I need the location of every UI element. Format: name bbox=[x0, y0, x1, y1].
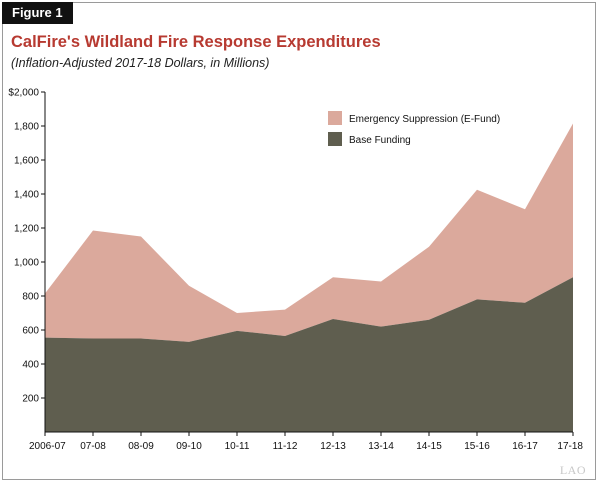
x-tick-label: 13-14 bbox=[368, 441, 394, 452]
y-tick-label: 1,800 bbox=[14, 122, 39, 133]
series-area-base-funding bbox=[45, 277, 573, 432]
legend-label-base-funding: Base Funding bbox=[349, 135, 411, 146]
figure-frame bbox=[2, 2, 596, 480]
x-tick-label: 07-08 bbox=[80, 441, 106, 452]
legend: Emergency Suppression (E-Fund) Base Fundi… bbox=[328, 111, 500, 146]
legend-label-emergency-suppression: Emergency Suppression (E-Fund) bbox=[349, 114, 500, 125]
x-tick-label: 11-12 bbox=[273, 441, 298, 452]
y-tick-label: 400 bbox=[22, 360, 39, 371]
y-tick-label: $2,000 bbox=[8, 88, 39, 99]
x-tick-label: 2006-07 bbox=[29, 441, 66, 452]
legend-swatch-base-funding bbox=[328, 132, 342, 146]
x-tick-label: 12-13 bbox=[320, 441, 346, 452]
figure-label: Figure 1 bbox=[2, 2, 73, 24]
y-tick-label: 1,400 bbox=[14, 190, 39, 201]
chart-subtitle: (Inflation-Adjusted 2017-18 Dollars, in … bbox=[11, 56, 270, 70]
y-tick-label: 1,200 bbox=[14, 224, 39, 235]
y-tick-label: 200 bbox=[22, 394, 39, 405]
lao-watermark: LAO bbox=[559, 463, 586, 477]
x-tick-label: 15-16 bbox=[464, 441, 490, 452]
x-tick-label: 17-18 bbox=[557, 441, 583, 452]
y-tick-label: 600 bbox=[22, 326, 39, 337]
y-tick-label: 1,600 bbox=[14, 156, 39, 167]
y-tick-label: 1,000 bbox=[14, 258, 39, 269]
chart-title: CalFire's Wildland Fire Response Expendi… bbox=[11, 33, 381, 51]
axes-layer: 200 400 600 800 1,000 1,200 1,400 1,600 1,800 $2,… bbox=[8, 88, 583, 453]
series-area-emergency-suppression bbox=[45, 123, 573, 342]
x-tick-label: 10-11 bbox=[225, 441, 250, 452]
y-tick-label: 800 bbox=[22, 292, 39, 303]
x-tick-label: 09-10 bbox=[176, 441, 202, 452]
legend-swatch-emergency-suppression bbox=[328, 111, 342, 125]
x-tick-label: 08-09 bbox=[128, 441, 154, 452]
x-tick-label: 14-15 bbox=[416, 441, 442, 452]
x-tick-label: 16-17 bbox=[512, 441, 538, 452]
area-layer bbox=[45, 123, 573, 432]
